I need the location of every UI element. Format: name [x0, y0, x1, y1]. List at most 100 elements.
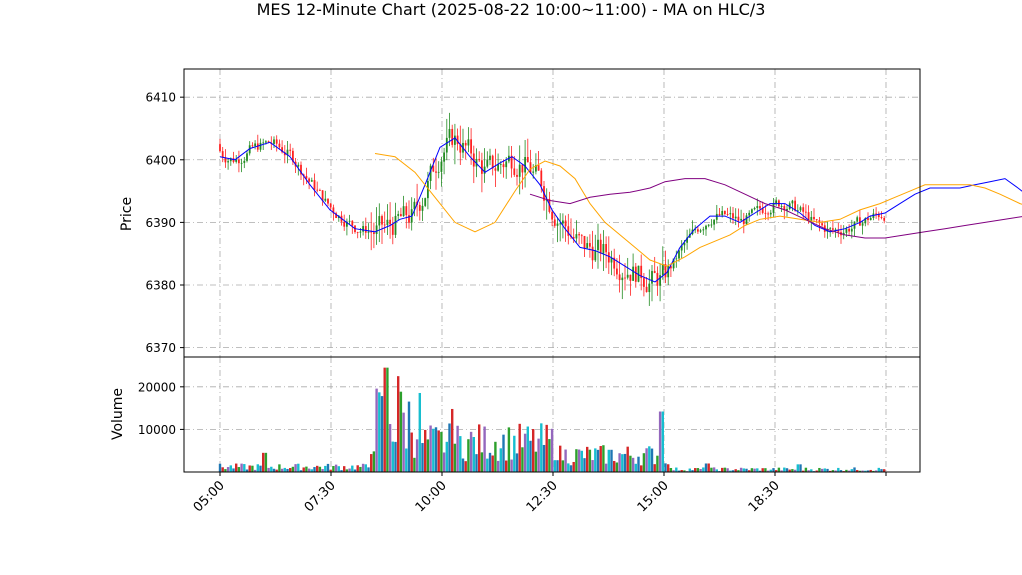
volume-bar	[526, 426, 529, 472]
volume-bar	[534, 451, 538, 472]
volume-bar	[629, 455, 632, 472]
candle-body	[243, 160, 246, 163]
candle-body	[732, 213, 734, 219]
volume-bar	[723, 467, 727, 472]
volume-bar	[421, 443, 424, 472]
volume-bar	[615, 462, 619, 472]
candle-body	[799, 207, 802, 211]
candle-body	[664, 264, 667, 278]
candle-body	[651, 271, 653, 284]
candle-body	[556, 223, 559, 226]
candle-body	[397, 214, 400, 216]
volume-bar	[388, 424, 392, 472]
volume-bar	[750, 468, 754, 472]
candle-body	[832, 228, 834, 230]
volume-bar	[337, 466, 340, 472]
candle-body	[499, 164, 502, 166]
volume-bar	[267, 467, 270, 472]
volume-bar	[634, 463, 637, 472]
volume-bar	[302, 467, 305, 472]
volume-bar	[572, 461, 575, 472]
volume-bar	[599, 446, 602, 472]
volume-bar	[486, 458, 489, 472]
candle-body	[815, 219, 818, 221]
candle-body	[464, 142, 467, 146]
volume-bar	[353, 469, 357, 472]
candle-body	[802, 207, 805, 212]
volume-bar	[669, 468, 673, 472]
candle-body	[783, 206, 786, 211]
volume-bar	[607, 449, 610, 472]
volume-bar	[402, 412, 405, 472]
price-tick-label: 6400	[145, 153, 176, 167]
volume-bar	[839, 470, 843, 472]
volume-bar	[515, 453, 519, 472]
volume-bar	[523, 433, 527, 472]
volume-bar	[229, 465, 232, 472]
volume-bar	[866, 470, 870, 472]
volume-bar	[426, 439, 430, 472]
volume-bar	[845, 469, 848, 472]
candle-body	[724, 211, 726, 215]
volume-bar	[391, 441, 394, 472]
moving-average-line	[374, 153, 1022, 267]
volume-bar	[642, 453, 646, 472]
candle-body	[329, 203, 332, 208]
candle-body	[532, 171, 535, 173]
volume-bar	[410, 432, 413, 472]
candle-body	[591, 246, 594, 261]
candle-body	[432, 165, 435, 172]
volume-bar	[564, 449, 567, 472]
x-tick-label: 05:00	[191, 478, 228, 515]
candle-body	[364, 226, 367, 233]
candle-body	[734, 216, 737, 219]
candle-body	[713, 219, 715, 225]
candle-body	[805, 211, 807, 213]
volume-bar	[883, 469, 886, 472]
volume-bar	[602, 445, 605, 472]
volume-bar	[332, 466, 335, 472]
candle-body	[502, 164, 505, 168]
candle-body	[756, 206, 759, 209]
candle-body	[429, 165, 432, 181]
volume-bar	[345, 469, 349, 472]
volume-bar	[837, 467, 840, 472]
volume-bar	[453, 443, 457, 472]
candle-body	[359, 231, 362, 233]
volume-bar	[432, 428, 435, 472]
candle-body	[448, 128, 451, 138]
volume-bar	[653, 464, 656, 472]
volume-bar	[367, 467, 370, 472]
candle-body	[486, 160, 489, 167]
candle-body	[845, 228, 848, 233]
candle-body	[437, 171, 440, 173]
candle-body	[483, 166, 486, 174]
volume-bar	[756, 468, 759, 472]
candle-body	[454, 135, 456, 145]
volume-bar	[356, 465, 359, 472]
chart-title: MES 12-Minute Chart (2025-08-22 10:00~11…	[256, 0, 766, 19]
candle-body	[834, 229, 837, 231]
candle-body	[775, 200, 778, 204]
volume-bar	[464, 461, 467, 472]
volume-bar	[507, 427, 511, 472]
x-axis-ticks: 05:00 07:30 10:00 12:30 15:00 18:30	[191, 472, 887, 515]
volume-bar	[510, 459, 513, 472]
candle-body	[567, 226, 570, 236]
volume-bar	[518, 423, 521, 472]
candle-body	[235, 159, 238, 162]
volume-bar	[737, 470, 740, 472]
volume-bar	[791, 469, 794, 472]
volume-bar	[823, 468, 826, 472]
candle-body	[246, 153, 248, 161]
volume-bar	[451, 408, 454, 472]
candle-body	[229, 158, 232, 162]
volume-bar	[232, 468, 235, 472]
candle-body	[632, 266, 634, 281]
candle-body	[586, 243, 589, 249]
candle-body	[864, 218, 867, 224]
volume-bar	[467, 439, 470, 472]
candle-body	[707, 224, 710, 226]
volume-bar	[680, 470, 683, 472]
candle-body	[273, 139, 275, 144]
